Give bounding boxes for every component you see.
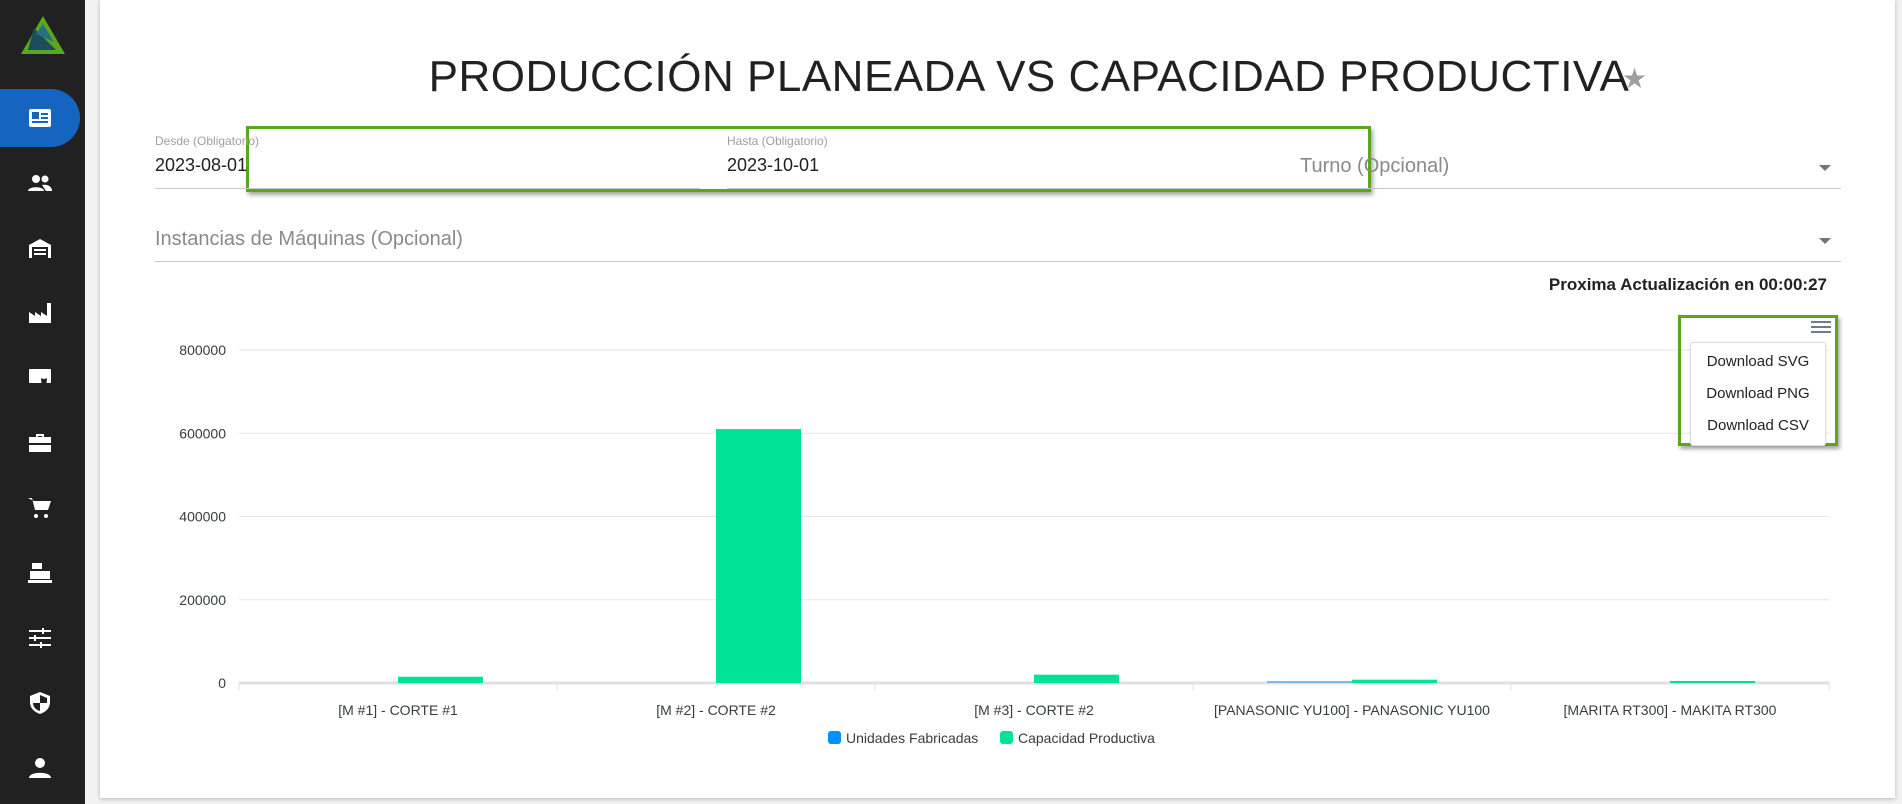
bar-capacidad-productiva [1034, 674, 1119, 683]
export-menu: Download SVG Download PNG Download CSV [1690, 342, 1826, 446]
warehouse-icon [29, 239, 51, 258]
cart-icon [28, 498, 51, 518]
y-tick-label: 200000 [179, 592, 226, 608]
sidebar-item-toolbox[interactable] [0, 414, 80, 472]
hasta-value[interactable]: 2023-10-01 [727, 155, 820, 175]
y-tick-label: 0 [218, 675, 226, 691]
y-tick-label: 400000 [179, 509, 226, 525]
hasta-field[interactable]: Hasta (Obligatorio) 2023-10-01 [727, 134, 1355, 189]
bar-capacidad-productiva [1670, 681, 1755, 683]
sidebar-item-warehouse[interactable] [0, 219, 80, 277]
favorite-star-icon[interactable]: ★ [1622, 63, 1648, 94]
sidebar-item-cart[interactable] [0, 479, 80, 537]
legend-marker [828, 731, 841, 744]
sidebar-item-certificate[interactable] [0, 349, 80, 407]
legend-label: Unidades Fabricadas [846, 730, 978, 746]
desde-value[interactable]: 2023-08-01 [155, 155, 248, 175]
turno-placeholder: Turno (Opcional) [1300, 155, 1450, 177]
page-title: PRODUCCIÓN PLANEADA VS CAPACIDAD PRODUCT… [428, 52, 1630, 101]
toolbox-icon [29, 434, 51, 452]
date-range-highlight [246, 126, 1371, 192]
chevron-down-icon [1819, 165, 1831, 171]
refresh-timer: Proxima Actualización en 00:00:27 [1548, 275, 1827, 294]
desde-label: Desde (Obligatorio) [155, 134, 260, 148]
instancias-select[interactable]: Instancias de Máquinas (Opcional) [155, 228, 1841, 262]
bar-unidades-fabricadas [1267, 681, 1352, 683]
shield-icon [30, 692, 50, 714]
x-category-label: [M #3] - CORTE #2 [974, 702, 1094, 718]
sidebar-item-user[interactable] [0, 739, 80, 797]
download-csv[interactable]: Download CSV [1707, 417, 1809, 434]
bar-capacidad-productiva [1352, 679, 1437, 683]
turno-select[interactable]: Turno (Opcional) [1300, 155, 1841, 189]
legend-marker [1000, 731, 1013, 744]
desde-field[interactable]: Desde (Obligatorio) 2023-08-01 [155, 134, 700, 189]
chevron-down-icon [1819, 238, 1831, 244]
sidebar-item-sliders[interactable] [0, 609, 80, 667]
certificate-icon [29, 369, 51, 387]
x-category-label: [M #2] - CORTE #2 [656, 702, 776, 718]
main-card: PRODUCCIÓN PLANEADA VS CAPACIDAD PRODUCT… [100, 0, 1895, 798]
x-category-label: [M #1] - CORTE #1 [338, 702, 458, 718]
sidebar-item-people[interactable] [0, 154, 80, 212]
sidebar-item-shield[interactable] [0, 674, 80, 732]
sidebar-item-cash-register[interactable] [0, 544, 80, 602]
y-tick-label: 800000 [179, 342, 226, 358]
cash-register-icon [28, 563, 52, 583]
hamburger-menu-icon[interactable] [1811, 321, 1831, 335]
y-tick-label: 600000 [179, 425, 226, 441]
user-icon [29, 758, 51, 778]
x-category-label: [PANASONIC YU100] - PANASONIC YU100 [1214, 702, 1490, 718]
download-svg[interactable]: Download SVG [1706, 353, 1810, 370]
download-png[interactable]: Download PNG [1706, 385, 1810, 402]
hasta-label: Hasta (Obligatorio) [727, 134, 828, 148]
x-category-label: [MARITA RT300] - MAKITA RT300 [1564, 702, 1777, 718]
sidebar-item-factory[interactable] [0, 284, 80, 342]
factory-icon [29, 303, 51, 323]
newspaper-icon [29, 109, 51, 127]
legend-label: Capacidad Productiva [1018, 730, 1155, 746]
sidebar-item-newspaper[interactable] [0, 89, 80, 147]
bar-capacidad-productiva [398, 676, 483, 683]
sliders-icon [29, 628, 51, 648]
bar-capacidad-productiva [716, 429, 801, 683]
logo [21, 16, 65, 54]
instancias-placeholder: Instancias de Máquinas (Opcional) [155, 228, 463, 250]
sidebar [0, 0, 85, 804]
people-icon [28, 175, 52, 191]
